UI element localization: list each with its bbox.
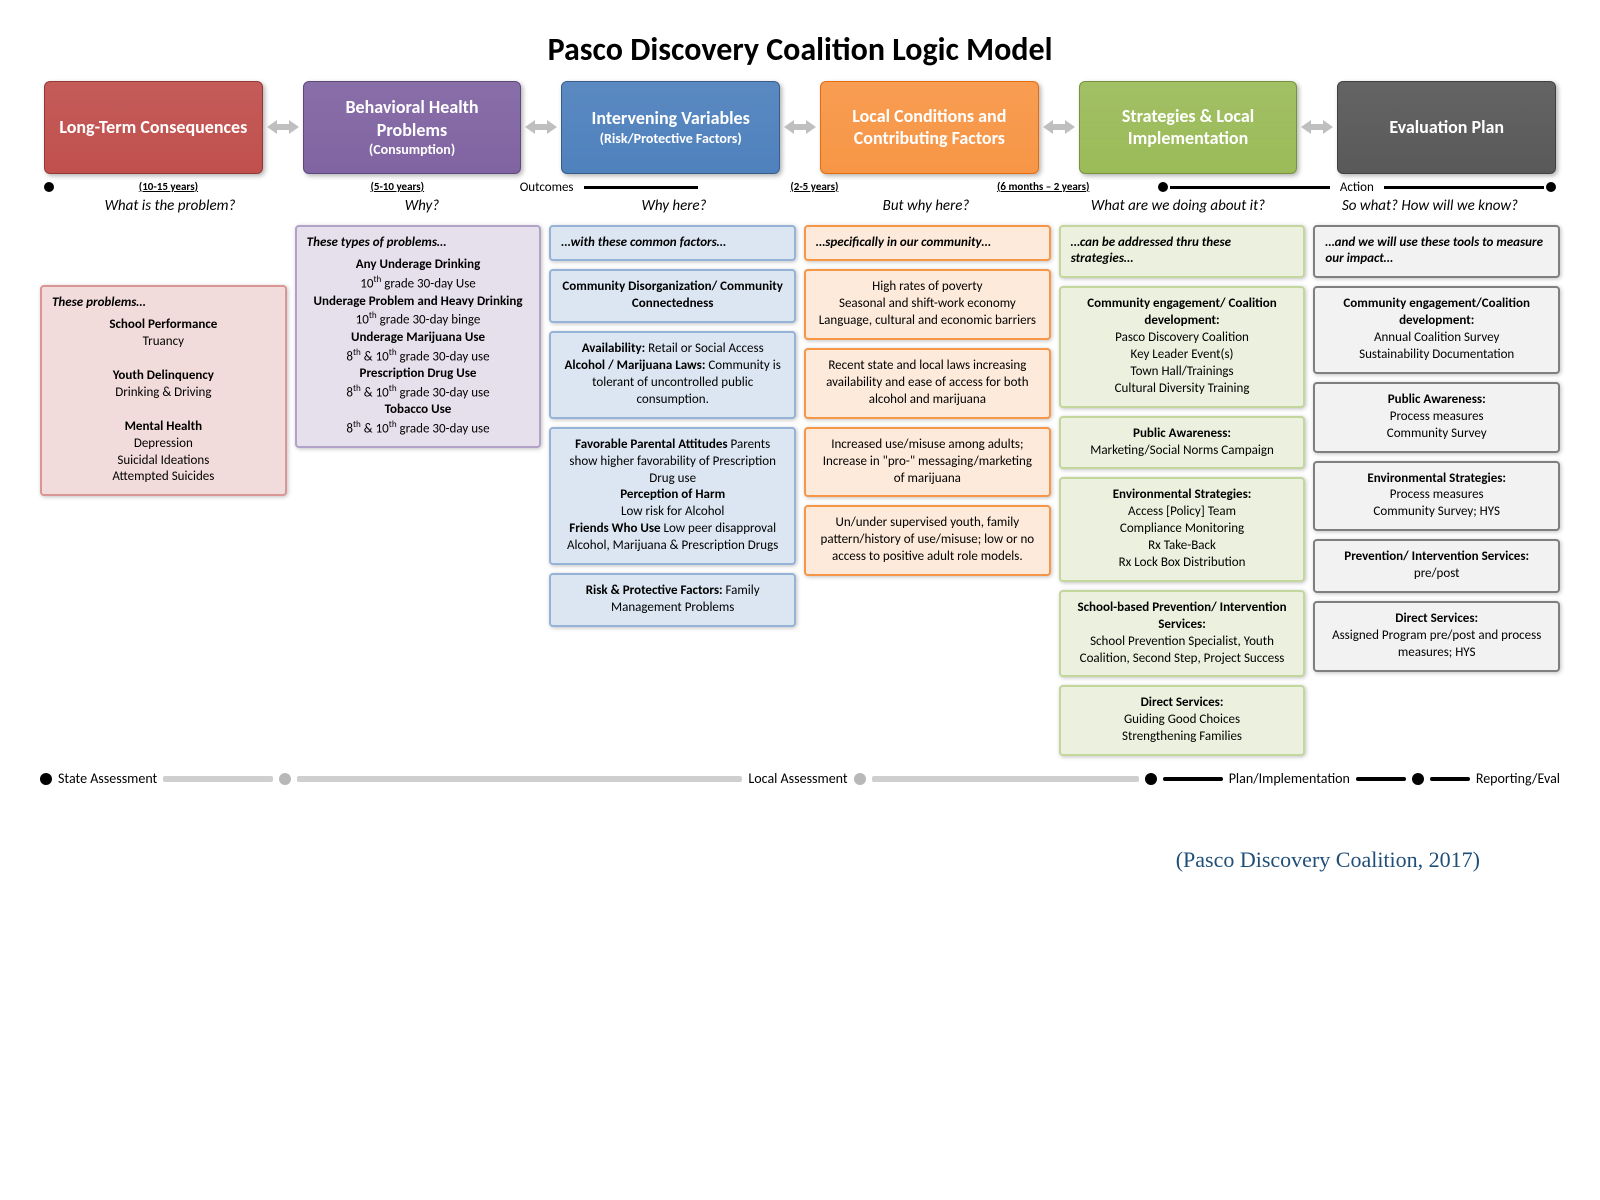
plan-label: Plan/Implementation <box>1229 770 1350 787</box>
col5-box-2: Environmental Strategies:Access [Policy]… <box>1059 477 1306 581</box>
col-strategies: …can be addressed thru these strategies…… <box>1059 225 1306 757</box>
col5-box-4: Direct Services:Guiding Good ChoicesStre… <box>1059 685 1306 756</box>
box-behavioral-body: Any Underage Drinking10th grade 30-day U… <box>307 257 530 438</box>
col-longterm: These problems… School PerformanceTruanc… <box>40 225 287 497</box>
col4-box-2: Increased use/misuse among adults; Incre… <box>804 427 1051 498</box>
question-2: Why here? <box>548 197 800 215</box>
header-arrow-0 <box>267 81 299 174</box>
box-behavioral: These types of problems… Any Underage Dr… <box>295 225 542 448</box>
local-assessment-label: Local Assessment <box>748 770 847 787</box>
question-row: What is the problem?Why?Why here?But why… <box>44 197 1556 215</box>
col-evaluation: …and we will use these tools to measure … <box>1313 225 1560 672</box>
timeline-row: (10-15 years) (5-10 years) Outcomes (2-5… <box>44 180 1556 195</box>
header-1: Behavioral Health Problems(Consumption) <box>303 81 522 174</box>
col3-lead: …with these common factors… <box>549 225 796 262</box>
page-title: Pasco Discovery Coalition Logic Model <box>40 30 1560 69</box>
question-1: Why? <box>296 197 548 215</box>
header-4: Strategies & Local Implementation <box>1079 81 1298 174</box>
col4-box-0: High rates of povertySeasonal and shift-… <box>804 269 1051 340</box>
col-behavioral: These types of problems… Any Underage Dr… <box>295 225 542 448</box>
col6-box-2: Environmental Strategies:Process measure… <box>1313 461 1560 532</box>
header-2: Intervening Variables(Risk/Protective Fa… <box>561 81 780 174</box>
col5-box-1: Public Awareness:Marketing/Social Norms … <box>1059 416 1306 470</box>
col6-lead: …and we will use these tools to measure … <box>1313 225 1560 279</box>
action-label: Action <box>1332 180 1382 195</box>
header-arrow-2 <box>784 81 816 174</box>
col-local-conditions: …specifically in our community… High rate… <box>804 225 1051 577</box>
col-intervening: …with these common factors… Community Dis… <box>549 225 796 627</box>
question-4: What are we doing about it? <box>1052 197 1304 215</box>
col4-box-3: Un/under supervised youth, family patter… <box>804 505 1051 576</box>
col5-box-0: Community engagement/ Coalition developm… <box>1059 286 1306 407</box>
col3-box-0: Community Disorganization/ Community Con… <box>549 269 796 323</box>
outcomes-label: Outcomes <box>512 180 582 195</box>
bottom-bar: State Assessment Local Assessment Plan/I… <box>40 770 1560 787</box>
col6-box-0: Community engagement/Coalition developme… <box>1313 286 1560 374</box>
header-arrow-3 <box>1043 81 1075 174</box>
col3-box-2: Favorable Parental Attitudes Parents sho… <box>549 427 796 565</box>
question-3: But why here? <box>800 197 1052 215</box>
body-row: These problems… School PerformanceTruanc… <box>40 225 1560 757</box>
col5-box-3: School-based Prevention/ Intervention Se… <box>1059 590 1306 678</box>
question-0: What is the problem? <box>44 197 296 215</box>
box-problems: These problems… School PerformanceTruanc… <box>40 285 287 497</box>
header-row: Long-Term Consequences Behavioral Health … <box>40 81 1560 174</box>
header-arrow-4 <box>1301 81 1333 174</box>
state-assessment-label: State Assessment <box>58 770 157 787</box>
col4-lead: …specifically in our community… <box>804 225 1051 262</box>
header-5: Evaluation Plan <box>1337 81 1556 174</box>
box-problems-body: School PerformanceTruancyYouth Delinquen… <box>52 317 275 486</box>
col4-box-1: Recent state and local laws increasing a… <box>804 348 1051 419</box>
col6-box-4: Direct Services:Assigned Program pre/pos… <box>1313 601 1560 672</box>
col3-box-3: Risk & Protective Factors: Family Manage… <box>549 573 796 627</box>
col6-box-1: Public Awareness:Process measuresCommuni… <box>1313 382 1560 453</box>
citation: (Pasco Discovery Coalition, 2017) <box>40 847 1560 873</box>
col3-box-1: Availability: Retail or Social AccessAlc… <box>549 331 796 419</box>
header-3: Local Conditions and Contributing Factor… <box>820 81 1039 174</box>
question-5: So what? How will we know? <box>1304 197 1556 215</box>
header-0: Long-Term Consequences <box>44 81 263 174</box>
report-label: Reporting/Eval <box>1476 770 1560 787</box>
col5-lead: …can be addressed thru these strategies… <box>1059 225 1306 279</box>
col6-box-3: Prevention/ Intervention Services:pre/po… <box>1313 539 1560 593</box>
header-arrow-1 <box>525 81 557 174</box>
